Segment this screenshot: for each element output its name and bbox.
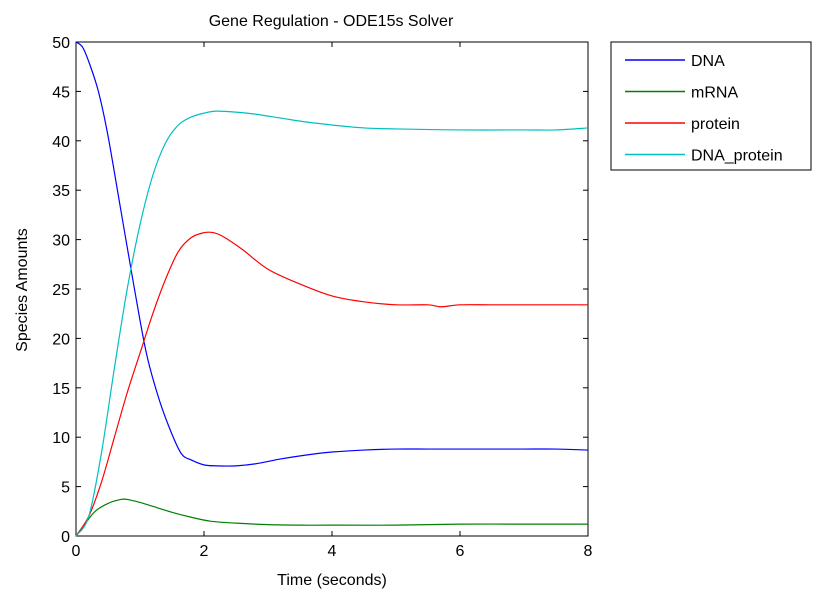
y-tick-label: 0 bbox=[61, 529, 70, 546]
y-tick-label: 20 bbox=[52, 331, 70, 348]
series-line-dna-protein bbox=[75, 110, 589, 537]
y-tick-label: 40 bbox=[52, 134, 70, 151]
series-line-protein bbox=[75, 231, 588, 537]
x-tick-label: 8 bbox=[584, 543, 593, 560]
legend-label: protein bbox=[691, 116, 740, 133]
legend-label: mRNA bbox=[691, 85, 738, 102]
x-tick-label: 6 bbox=[456, 543, 465, 560]
x-tick-label: 2 bbox=[200, 543, 209, 560]
chart-title: Gene Regulation - ODE15s Solver bbox=[209, 13, 454, 30]
y-tick-label: 30 bbox=[52, 233, 70, 250]
x-tick-label: 4 bbox=[328, 543, 337, 560]
legend-label: DNA_protein bbox=[691, 148, 783, 165]
y-tick-label: 45 bbox=[52, 84, 70, 101]
series-lines bbox=[75, 41, 589, 537]
y-tick-label: 10 bbox=[52, 430, 70, 447]
legend-label: DNA bbox=[691, 53, 725, 70]
y-axis: 0 5 10 15 20 25 30 35 40 45 50 bbox=[52, 35, 588, 546]
y-tick-label: 25 bbox=[52, 282, 70, 299]
series-line-dna bbox=[75, 41, 589, 467]
plot-area bbox=[75, 41, 589, 537]
x-tick-label: 0 bbox=[72, 543, 81, 560]
y-tick-label: 5 bbox=[61, 480, 70, 497]
y-axis-label: Species Amounts bbox=[14, 228, 31, 352]
y-tick-label: 35 bbox=[52, 183, 70, 200]
legend-box bbox=[610, 41, 812, 171]
series-line-mrna bbox=[75, 498, 588, 537]
y-tick-label: 15 bbox=[52, 381, 70, 398]
x-axis-label: Time (seconds) bbox=[277, 572, 387, 589]
legend: DNA mRNA protein DNA_protein bbox=[610, 41, 812, 171]
y-tick-label: 50 bbox=[52, 35, 70, 52]
